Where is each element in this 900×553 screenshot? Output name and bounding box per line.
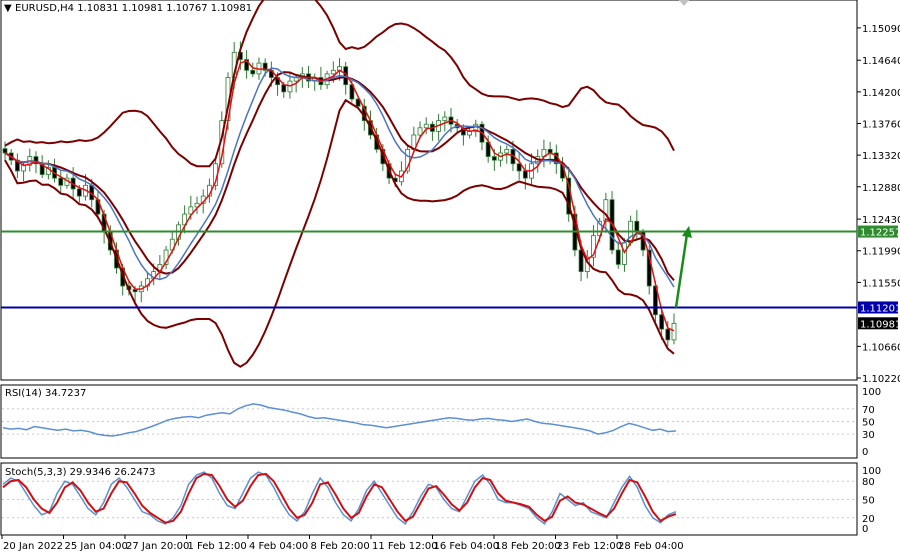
- y-tick-label: 1.11550: [862, 278, 900, 289]
- candle-body: [330, 69, 336, 75]
- x-tick-label: 16 Feb 04:00: [434, 541, 500, 552]
- candle-body: [405, 148, 411, 172]
- stoch-main-line: [2, 471, 677, 526]
- x-tick-label: 18 Feb 20:00: [495, 541, 561, 552]
- candle-body: [76, 188, 82, 197]
- main-panel: [0, 0, 858, 381]
- stoch-tick-label: 20: [862, 514, 875, 525]
- x-tick-label: 23 Feb 12:00: [557, 541, 623, 552]
- rsi-label: RSI(14) 34.7237: [5, 388, 86, 399]
- rsi-tick-label: 70: [862, 405, 875, 416]
- candle-body: [250, 69, 256, 75]
- candle-body: [442, 116, 448, 122]
- scroll-position-icon[interactable]: [679, 0, 689, 6]
- bollinger-lower-line: [4, 98, 675, 368]
- price-layer: [1, 0, 857, 368]
- rsi-tick-label: 100: [862, 387, 881, 398]
- current-price-label: 1.10981: [860, 319, 900, 330]
- candle-body: [591, 235, 596, 258]
- candle-body: [281, 84, 287, 93]
- support-price-tag: [858, 301, 898, 314]
- price-tag-label: 1.12257: [860, 228, 900, 239]
- y-tick-label: 1.14200: [862, 88, 900, 99]
- y-tick-label: 1.15090: [862, 24, 900, 35]
- candle-body: [665, 328, 671, 341]
- candle-body: [634, 220, 640, 233]
- candle-body: [423, 123, 429, 129]
- forecast-arrow-head-icon: [682, 225, 692, 238]
- x-tick-label: 11 Feb 12:00: [372, 541, 438, 552]
- candle-body: [132, 289, 138, 293]
- rsi-tick-label: 30: [862, 430, 875, 441]
- y-tick-label: 1.13320: [862, 151, 900, 162]
- candle-body: [516, 163, 522, 172]
- x-tick-label: 25 Jan 04:00: [65, 541, 128, 552]
- bollinger-upper-line: [4, 0, 675, 168]
- candle-body: [522, 170, 528, 179]
- y-tick-label: 1.11990: [862, 247, 900, 258]
- candle-body: [491, 156, 497, 161]
- candle-body: [188, 206, 194, 215]
- rsi-tick-label: 50: [862, 418, 875, 429]
- bollinger-middle-line: [4, 71, 675, 282]
- dropdown-triangle-icon[interactable]: ▼: [4, 3, 12, 14]
- x-tick-label: 1 Feb 12:00: [188, 541, 247, 552]
- stoch-tick-label: 80: [862, 477, 875, 488]
- chart-symbol-label: EURUSD,H4 1.10831 1.10981 1.10767 1.1098…: [15, 3, 252, 14]
- current-price-tag: [858, 317, 898, 330]
- y-tick-label: 1.12430: [862, 215, 900, 226]
- candle-body: [671, 322, 677, 341]
- candle-body: [659, 314, 665, 330]
- rsi-layer: [2, 403, 856, 437]
- rsi-tick-label: 0: [862, 447, 868, 458]
- y-tick-label: 1.10660: [862, 342, 900, 353]
- candle-body: [262, 62, 268, 71]
- forecast-arrow: [674, 233, 689, 308]
- stoch-tick-label: 0: [862, 524, 868, 535]
- stoch-label: Stoch(5,3,3) 29.9346 26.2473: [5, 467, 156, 478]
- candle-body: [244, 59, 249, 71]
- x-tick-label: 4 Feb 04:00: [249, 541, 308, 552]
- candle-body: [615, 249, 621, 265]
- rsi-line: [2, 403, 677, 437]
- stoch-tick-label: 100: [862, 466, 881, 477]
- candle-body: [504, 148, 510, 154]
- fast-ma-line: [4, 59, 675, 332]
- candle-body: [33, 156, 39, 165]
- stoch-signal-line: [2, 472, 677, 524]
- candle-body: [355, 98, 361, 107]
- candle-body: [597, 220, 603, 237]
- axis-layer: 1.12257 1.11201 1.10981 1.15090 1.14640 1.142…: [1, 24, 900, 552]
- y-tick-label: 1.10220: [862, 374, 900, 385]
- y-tick-label: 1.14640: [862, 56, 900, 67]
- x-tick-label: 28 Feb 04:00: [618, 541, 684, 552]
- y-tick-label: 1.12880: [862, 183, 900, 194]
- candle-body: [2, 148, 8, 154]
- stoch-tick-label: 50: [862, 496, 875, 507]
- x-tick-label: 20 Jan 2022: [3, 541, 63, 552]
- price-tag-label: 1.11201: [860, 303, 900, 314]
- resistance-price-tag: [858, 225, 898, 238]
- x-tick-label: 8 Feb 20:00: [311, 541, 370, 552]
- y-tick-label: 1.13760: [862, 119, 900, 130]
- candle-body: [417, 127, 423, 136]
- stoch-layer: [2, 471, 856, 526]
- candle-body: [58, 177, 64, 186]
- x-tick-label: 27 Jan 20:00: [126, 541, 189, 552]
